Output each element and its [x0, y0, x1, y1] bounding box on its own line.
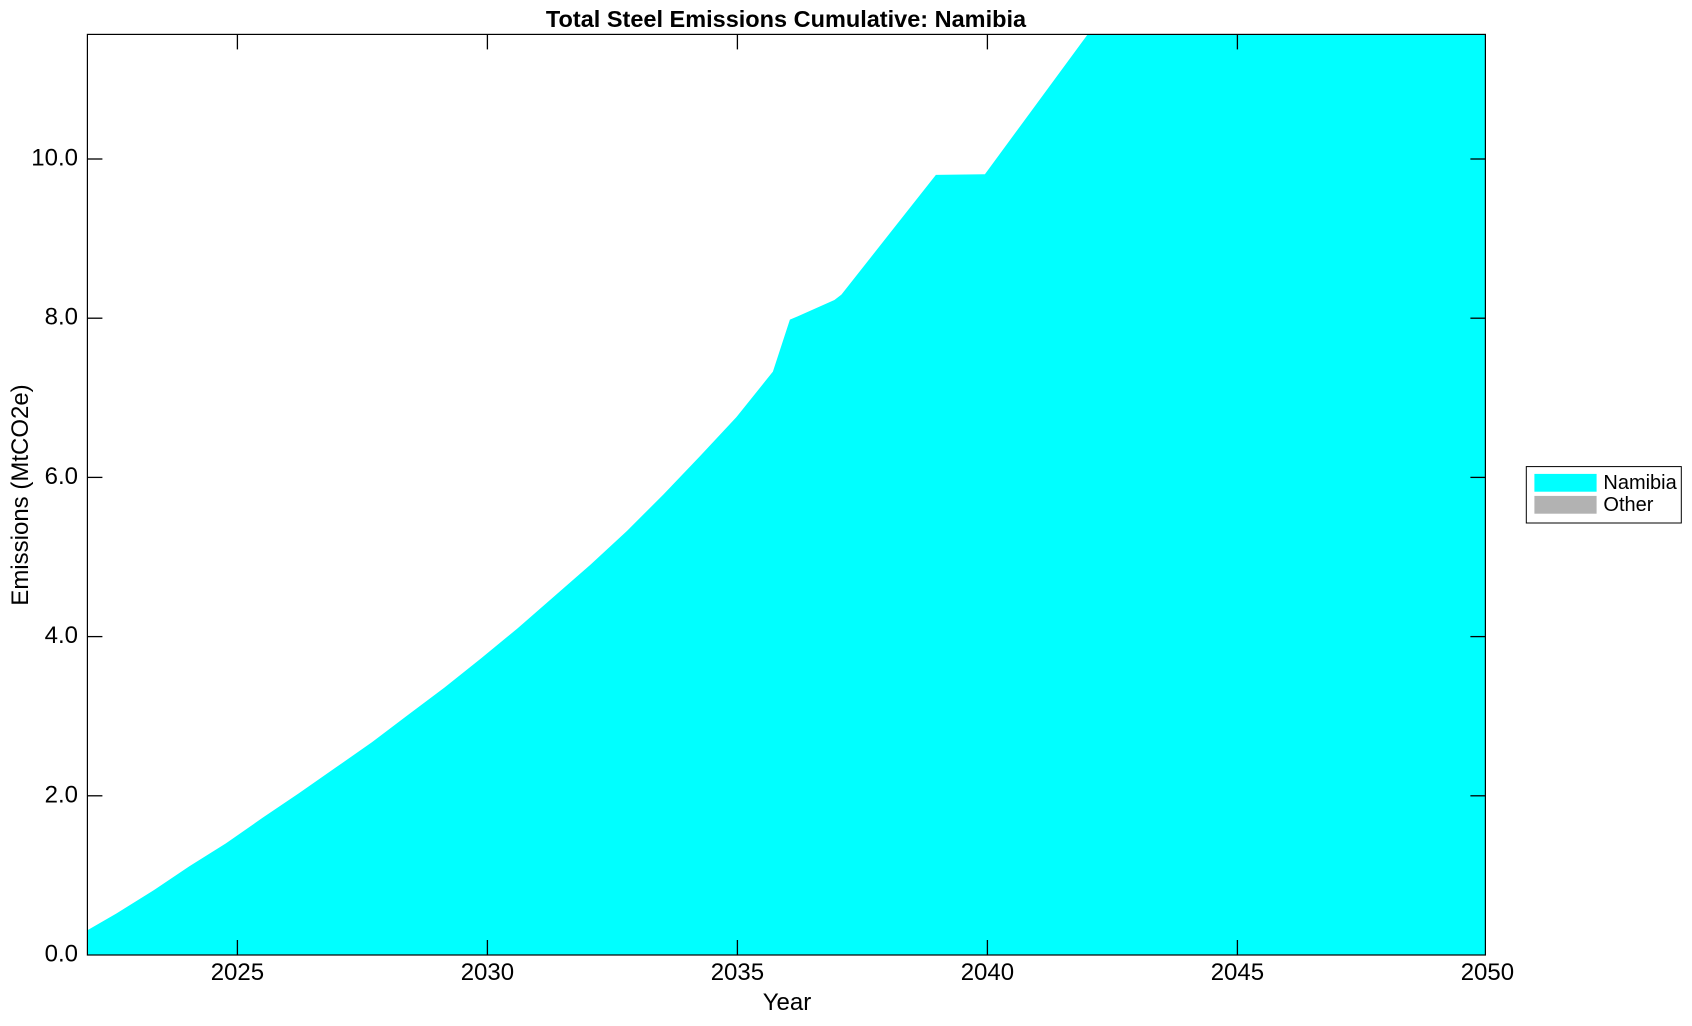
svg-text:Other: Other: [1603, 494, 1653, 516]
svg-text:2045: 2045: [1211, 959, 1264, 986]
svg-text:4.0: 4.0: [45, 622, 78, 649]
svg-text:2035: 2035: [711, 959, 764, 986]
svg-text:2.0: 2.0: [45, 781, 78, 808]
svg-text:2040: 2040: [961, 959, 1014, 986]
svg-text:Namibia: Namibia: [1603, 472, 1677, 494]
svg-text:2050: 2050: [1461, 959, 1514, 986]
svg-text:6.0: 6.0: [45, 463, 78, 490]
svg-text:Total Steel Emissions Cumulati: Total Steel Emissions Cumulative: Namibi…: [546, 6, 1027, 32]
svg-text:Year: Year: [763, 989, 812, 1016]
svg-text:0.0: 0.0: [45, 941, 78, 968]
svg-text:10.0: 10.0: [31, 145, 78, 172]
svg-text:2025: 2025: [211, 959, 264, 986]
svg-text:2030: 2030: [461, 959, 514, 986]
svg-text:Emissions (MtCO2e): Emissions (MtCO2e): [7, 384, 34, 605]
svg-text:8.0: 8.0: [45, 304, 78, 331]
